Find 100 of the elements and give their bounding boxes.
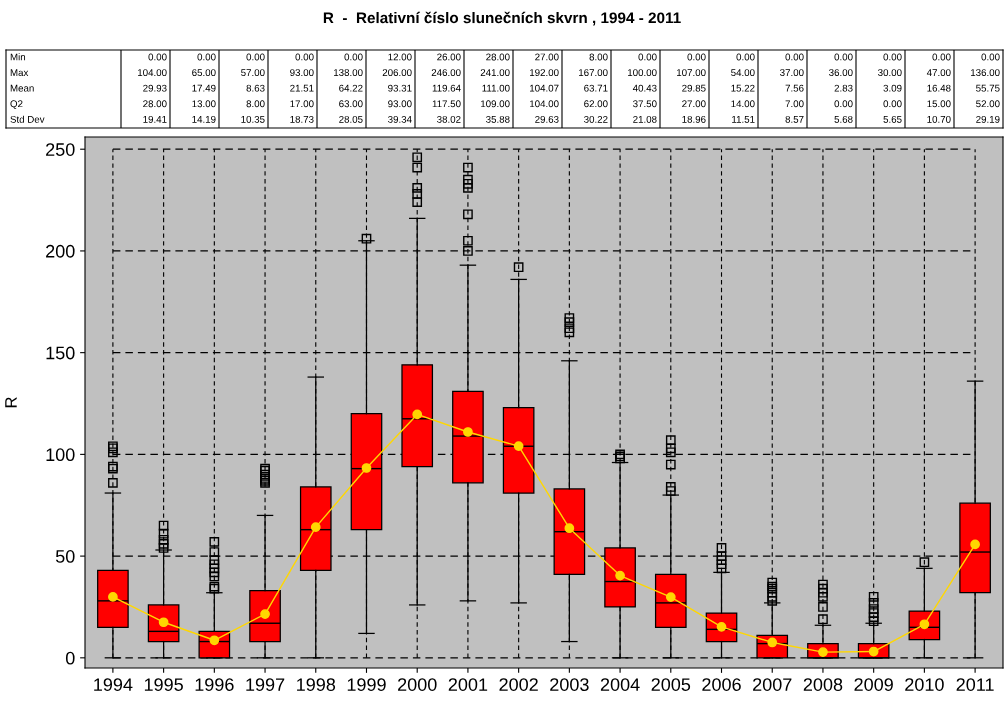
text: 54.00 [731, 69, 755, 77]
text: Mean [10, 84, 34, 92]
text: 0.00 [981, 53, 1000, 61]
text: 93.00 [388, 100, 412, 108]
y-tick-label: 0 [65, 651, 75, 665]
x-tick-label: 2007 [753, 678, 792, 691]
text: 16.48 [927, 84, 951, 92]
text: 37.50 [633, 100, 657, 108]
text: 104.07 [530, 84, 559, 92]
x-tick-label: 2006 [702, 678, 741, 691]
text: 12.00 [388, 53, 412, 61]
x-tick-label: 2003 [550, 678, 589, 691]
text: 0.00 [344, 53, 363, 61]
text: 7.00 [785, 100, 804, 108]
point [564, 523, 575, 534]
text: 36.00 [829, 69, 853, 77]
text: 11.51 [732, 116, 755, 123]
text: 37.00 [780, 69, 804, 77]
text: 27.00 [682, 100, 706, 108]
x-tick-label: 2004 [600, 678, 640, 691]
text: 18.96 [682, 115, 706, 123]
text: 0.00 [834, 100, 853, 108]
x-tick-label: 2001 [448, 678, 488, 691]
x-tick-label: 2009 [854, 678, 893, 691]
point [463, 427, 473, 437]
text: 0.00 [785, 53, 804, 61]
text: 19.41 [143, 115, 167, 123]
text: 21.51 [290, 84, 314, 92]
text: 104.00 [530, 100, 559, 108]
text: 18.73 [290, 115, 314, 123]
text: 109.00 [481, 100, 510, 108]
text: 27.00 [535, 53, 559, 61]
text: 15.22 [731, 84, 755, 92]
text: 47.00 [926, 69, 951, 77]
text: 30.22 [584, 115, 608, 123]
chart-title: R - Relativní číslo slunečních skvrn , 1994 - 2011 [323, 11, 681, 26]
text: 65.00 [192, 69, 216, 77]
text: 0.00 [246, 53, 265, 61]
text: Max [10, 69, 29, 77]
text: 35.88 [486, 115, 510, 123]
text: 3.09 [883, 84, 902, 92]
text: Min [10, 53, 26, 61]
text: 10.70 [927, 115, 951, 123]
text: 0.00 [687, 53, 706, 61]
text: 29.63 [535, 115, 559, 123]
y-tick-label: 250 [46, 143, 75, 156]
text: 38.02 [437, 115, 461, 123]
text: 28.05 [339, 115, 363, 123]
text: 29.85 [682, 84, 706, 92]
text: 17.00 [290, 100, 314, 108]
text: 17.49 [192, 84, 216, 92]
text: 0.00 [638, 53, 657, 61]
text: 138.00 [334, 69, 363, 77]
text: 2.83 [834, 84, 853, 92]
text: 119.64 [432, 84, 461, 92]
text: 5.65 [883, 115, 902, 123]
x-tick-label: 2002 [499, 678, 538, 691]
text: 29.19 [976, 115, 1000, 123]
text: 14.19 [192, 115, 216, 123]
text: 26.00 [437, 53, 461, 61]
x-tick-label: 2008 [803, 678, 843, 691]
text: 246.00 [431, 69, 461, 77]
text: 93.00 [290, 69, 314, 77]
x-tick-label: 1997 [246, 678, 285, 691]
x-tick-label: 1995 [144, 678, 183, 691]
text: 10.35 [241, 115, 265, 123]
text: 0.00 [197, 53, 216, 61]
point [513, 441, 524, 451]
text: 8.63 [246, 84, 265, 92]
text: Std Dev [10, 115, 45, 123]
text: 40.43 [632, 84, 657, 92]
text: 29.93 [143, 84, 167, 92]
text: 136.00 [971, 69, 1000, 77]
text: 0.00 [148, 53, 167, 61]
point [108, 592, 118, 602]
text: 93.31 [388, 84, 412, 92]
text: 62.00 [584, 100, 608, 108]
text: 167.00 [579, 69, 608, 77]
text: 8.00 [246, 100, 265, 108]
x-tick-label: 2005 [651, 678, 691, 691]
y-tick-label: 100 [46, 448, 75, 462]
y-tick-label: 200 [46, 244, 75, 258]
point [665, 592, 676, 602]
text: 21.08 [633, 115, 657, 123]
text: 52.00 [976, 100, 1000, 108]
point [412, 409, 423, 420]
text: 100.00 [628, 69, 657, 77]
x-tick-label: 1994 [94, 678, 133, 691]
text: 28.00 [143, 100, 167, 108]
text: 0.00 [883, 100, 902, 108]
text: 14.00 [731, 100, 755, 108]
text: 0.00 [932, 53, 951, 61]
text: 13.00 [192, 100, 216, 108]
text: 192.00 [530, 69, 559, 77]
y-axis-title: R [5, 397, 17, 408]
text: Q2 [10, 100, 23, 109]
text: 111.00 [482, 84, 510, 92]
text: 39.34 [388, 115, 412, 123]
text: 107.00 [677, 69, 706, 77]
text: 28.00 [486, 53, 510, 61]
